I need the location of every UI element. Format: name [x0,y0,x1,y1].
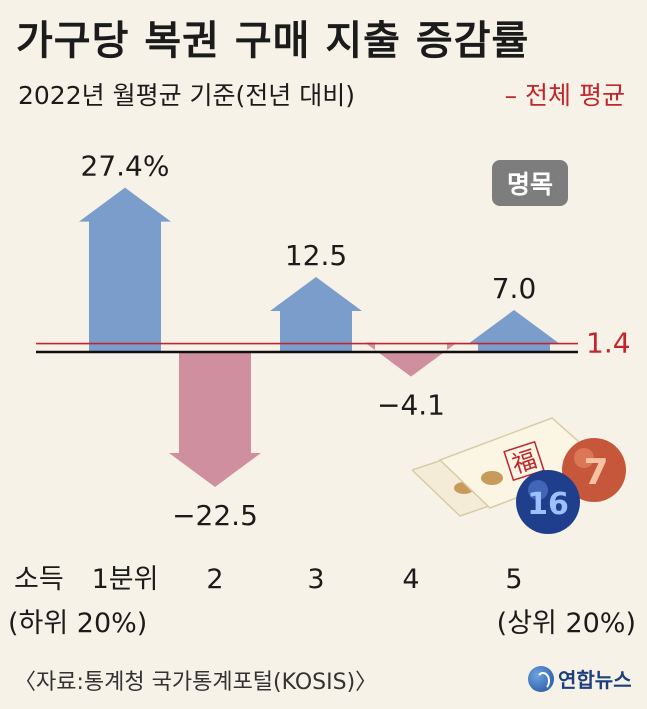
x-tick-label-3: 3 [307,564,324,595]
lottery-illustration: 福 7 16 [412,417,626,534]
yonhap-logo: 연합뉴스 [528,664,632,693]
lottery-ball-blue: 16 [516,470,580,534]
chart-title: 가구당 복권 구매 지출 증감률 [16,18,530,64]
source-note: 〈자료:통계청 국가통계포털(KOSIS)〉 [14,670,378,695]
x-axis-prefix: 소득 [14,564,64,595]
bar-arrow-4 [365,342,457,377]
x-tick-label-4: 4 [402,564,419,595]
ball-number-16: 16 [527,487,569,522]
x-sublabel-highest: (상위 20%) [497,608,636,639]
lottery-ticket-front: 福 [438,417,606,509]
bar-arrow-2 [169,352,261,487]
bar-arrow-3 [270,277,362,352]
lottery-ball-red: 7 [562,438,626,502]
chart-subtitle: 2022년 월평균 기준(전년 대비) [18,81,355,110]
nominal-badge: 명목 [492,160,568,206]
x-sublabel-lowest: (하위 20%) [8,608,147,639]
x-tick-label-2: 2 [206,564,223,595]
x-tick-label-1: 1분위 [92,564,159,595]
bar-arrow-1 [79,187,171,352]
value-label-3: 12.5 [285,239,347,272]
bar-chart: 27.4% −22.5 12.5 −4.1 7.0 1.4 소득 1분위 2 3 4 5 (하위 20%… [8,150,636,639]
value-label-2: −22.5 [172,499,258,532]
ball-number-7: 7 [583,452,608,493]
value-label-5: 7.0 [492,272,537,305]
average-legend: – 전체 평균 [504,81,625,110]
value-label-4: −4.1 [377,389,445,422]
bar-arrow-5 [468,310,560,352]
average-value-label: 1.4 [586,327,631,360]
logo-text: 연합뉴스 [558,668,632,692]
value-label-1: 27.4% [81,150,170,183]
x-tick-label-5: 5 [505,564,522,595]
yonhap-logo-icon [528,665,554,692]
